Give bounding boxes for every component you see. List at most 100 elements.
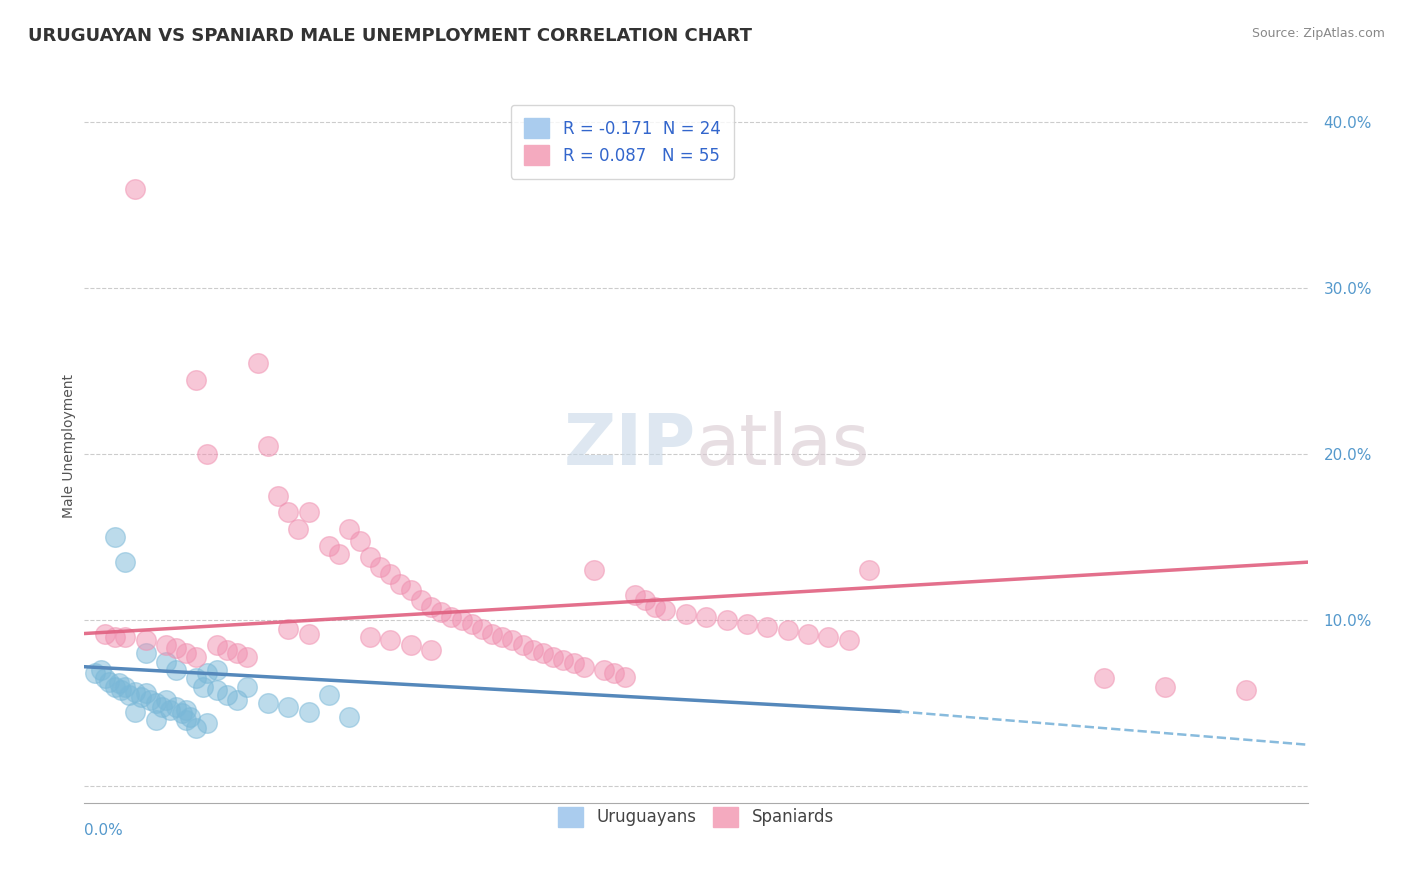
- Point: [644, 599, 666, 614]
- Point: [339, 522, 361, 536]
- Point: [318, 688, 340, 702]
- Point: [205, 682, 228, 697]
- Point: [165, 641, 187, 656]
- Point: [205, 638, 228, 652]
- Point: [217, 688, 239, 702]
- Point: [114, 680, 136, 694]
- Point: [135, 686, 157, 700]
- Point: [695, 610, 717, 624]
- Point: [339, 709, 361, 723]
- Point: [328, 547, 350, 561]
- Legend: Uruguayans, Spaniards: Uruguayans, Spaniards: [551, 800, 841, 834]
- Point: [135, 633, 157, 648]
- Point: [461, 616, 484, 631]
- Point: [572, 659, 595, 673]
- Point: [131, 690, 153, 704]
- Point: [195, 716, 218, 731]
- Point: [159, 703, 181, 717]
- Point: [634, 593, 657, 607]
- Point: [298, 705, 321, 719]
- Point: [543, 649, 565, 664]
- Point: [1092, 671, 1115, 685]
- Point: [430, 605, 453, 619]
- Point: [165, 699, 187, 714]
- Point: [179, 709, 201, 723]
- Point: [186, 373, 208, 387]
- Point: [114, 555, 136, 569]
- Point: [90, 663, 112, 677]
- Point: [205, 663, 228, 677]
- Point: [114, 630, 136, 644]
- Point: [124, 182, 146, 196]
- Point: [236, 649, 259, 664]
- Point: [174, 703, 197, 717]
- Point: [450, 613, 472, 627]
- Point: [716, 613, 738, 627]
- Point: [389, 576, 412, 591]
- Text: 0.0%: 0.0%: [84, 822, 124, 838]
- Point: [226, 647, 249, 661]
- Point: [145, 696, 167, 710]
- Point: [195, 447, 218, 461]
- Point: [287, 522, 309, 536]
- Point: [174, 647, 197, 661]
- Point: [502, 633, 524, 648]
- Y-axis label: Male Unemployment: Male Unemployment: [62, 374, 76, 518]
- Point: [135, 647, 157, 661]
- Point: [186, 671, 208, 685]
- Point: [522, 643, 544, 657]
- Point: [150, 699, 173, 714]
- Point: [481, 626, 503, 640]
- Point: [83, 666, 105, 681]
- Point: [318, 539, 340, 553]
- Point: [675, 607, 697, 621]
- Point: [380, 566, 402, 581]
- Point: [277, 699, 299, 714]
- Point: [380, 633, 402, 648]
- Point: [108, 676, 131, 690]
- Point: [97, 674, 120, 689]
- Point: [420, 599, 443, 614]
- Point: [104, 630, 127, 644]
- Point: [104, 530, 127, 544]
- Point: [583, 564, 606, 578]
- Point: [1154, 680, 1177, 694]
- Text: URUGUAYAN VS SPANIARD MALE UNEMPLOYMENT CORRELATION CHART: URUGUAYAN VS SPANIARD MALE UNEMPLOYMENT …: [28, 27, 752, 45]
- Point: [735, 616, 758, 631]
- Text: ZIP: ZIP: [564, 411, 696, 481]
- Point: [138, 693, 160, 707]
- Point: [1236, 682, 1258, 697]
- Point: [104, 680, 127, 694]
- Point: [298, 626, 321, 640]
- Point: [124, 705, 146, 719]
- Point: [797, 626, 820, 640]
- Point: [93, 671, 115, 685]
- Point: [553, 653, 575, 667]
- Point: [858, 564, 880, 578]
- Point: [165, 663, 187, 677]
- Point: [654, 603, 676, 617]
- Point: [399, 638, 422, 652]
- Point: [368, 560, 391, 574]
- Point: [246, 356, 269, 370]
- Point: [93, 626, 115, 640]
- Point: [124, 684, 146, 698]
- Point: [624, 588, 647, 602]
- Point: [155, 638, 177, 652]
- Point: [399, 583, 422, 598]
- Point: [172, 706, 194, 721]
- Point: [512, 638, 534, 652]
- Point: [145, 713, 167, 727]
- Point: [603, 666, 626, 681]
- Point: [257, 439, 280, 453]
- Point: [776, 624, 799, 638]
- Point: [118, 688, 141, 702]
- Point: [110, 682, 132, 697]
- Point: [471, 622, 494, 636]
- Point: [349, 533, 371, 548]
- Text: Source: ZipAtlas.com: Source: ZipAtlas.com: [1251, 27, 1385, 40]
- Point: [593, 663, 616, 677]
- Point: [298, 505, 321, 519]
- Point: [562, 657, 585, 671]
- Point: [531, 647, 554, 661]
